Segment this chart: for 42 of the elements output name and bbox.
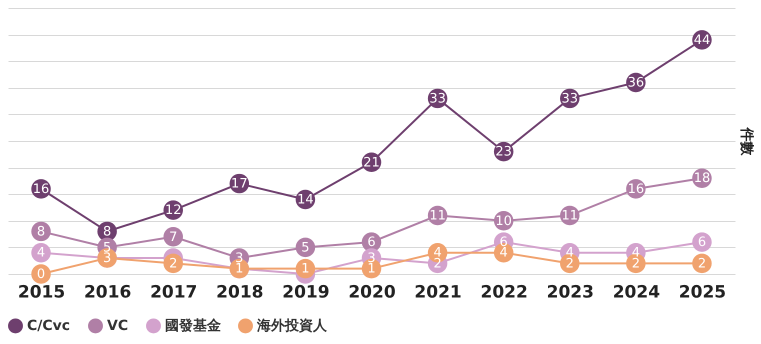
data-label: 6: [698, 235, 706, 250]
data-label: 18: [694, 171, 710, 186]
data-label: 17: [231, 176, 248, 192]
data-label: 11: [429, 208, 446, 224]
legend-label: 海外投資人: [256, 318, 328, 334]
x-tick-label: 2017: [150, 282, 198, 302]
legend-label: C/Cvc: [27, 318, 70, 334]
data-label: 14: [297, 192, 314, 208]
data-label: 2: [169, 256, 178, 272]
x-tick-label: 2020: [348, 282, 396, 302]
data-label: 8: [36, 224, 46, 240]
data-label: 5: [301, 240, 310, 256]
x-tick-label: 2024: [612, 282, 660, 302]
data-label: 16: [32, 182, 50, 197]
data-label: 0: [36, 267, 46, 282]
data-label: 8: [102, 224, 112, 240]
x-tick-label: 2015: [18, 282, 66, 302]
data-label: 11: [562, 208, 578, 224]
x-tick-label: 2016: [84, 282, 132, 302]
y-axis-title: 件數: [738, 126, 754, 156]
data-label: 16: [628, 182, 644, 197]
data-label: 33: [562, 91, 578, 106]
data-label: 2: [698, 256, 706, 272]
data-label: 33: [429, 91, 446, 106]
data-label: 44: [694, 32, 710, 48]
data-label: 6: [367, 235, 376, 250]
x-tick-label: 2023: [546, 282, 594, 302]
legend-label: VC: [107, 318, 128, 334]
legend-label: 國發基金: [165, 318, 222, 334]
data-label: 1: [301, 262, 310, 277]
data-label: 36: [628, 75, 644, 90]
x-tick-label: 2021: [414, 282, 462, 302]
data-label: 7: [169, 230, 178, 245]
data-label: 4: [36, 246, 46, 261]
data-label: 10: [495, 214, 512, 229]
x-tick-label: 2019: [282, 282, 330, 302]
data-label: 12: [164, 203, 182, 218]
x-tick-label: 2025: [678, 282, 726, 302]
data-label: 21: [363, 155, 380, 170]
x-tick-label: 2018: [216, 282, 264, 302]
x-tick-label: 2022: [480, 282, 528, 302]
data-label: 23: [495, 144, 512, 160]
